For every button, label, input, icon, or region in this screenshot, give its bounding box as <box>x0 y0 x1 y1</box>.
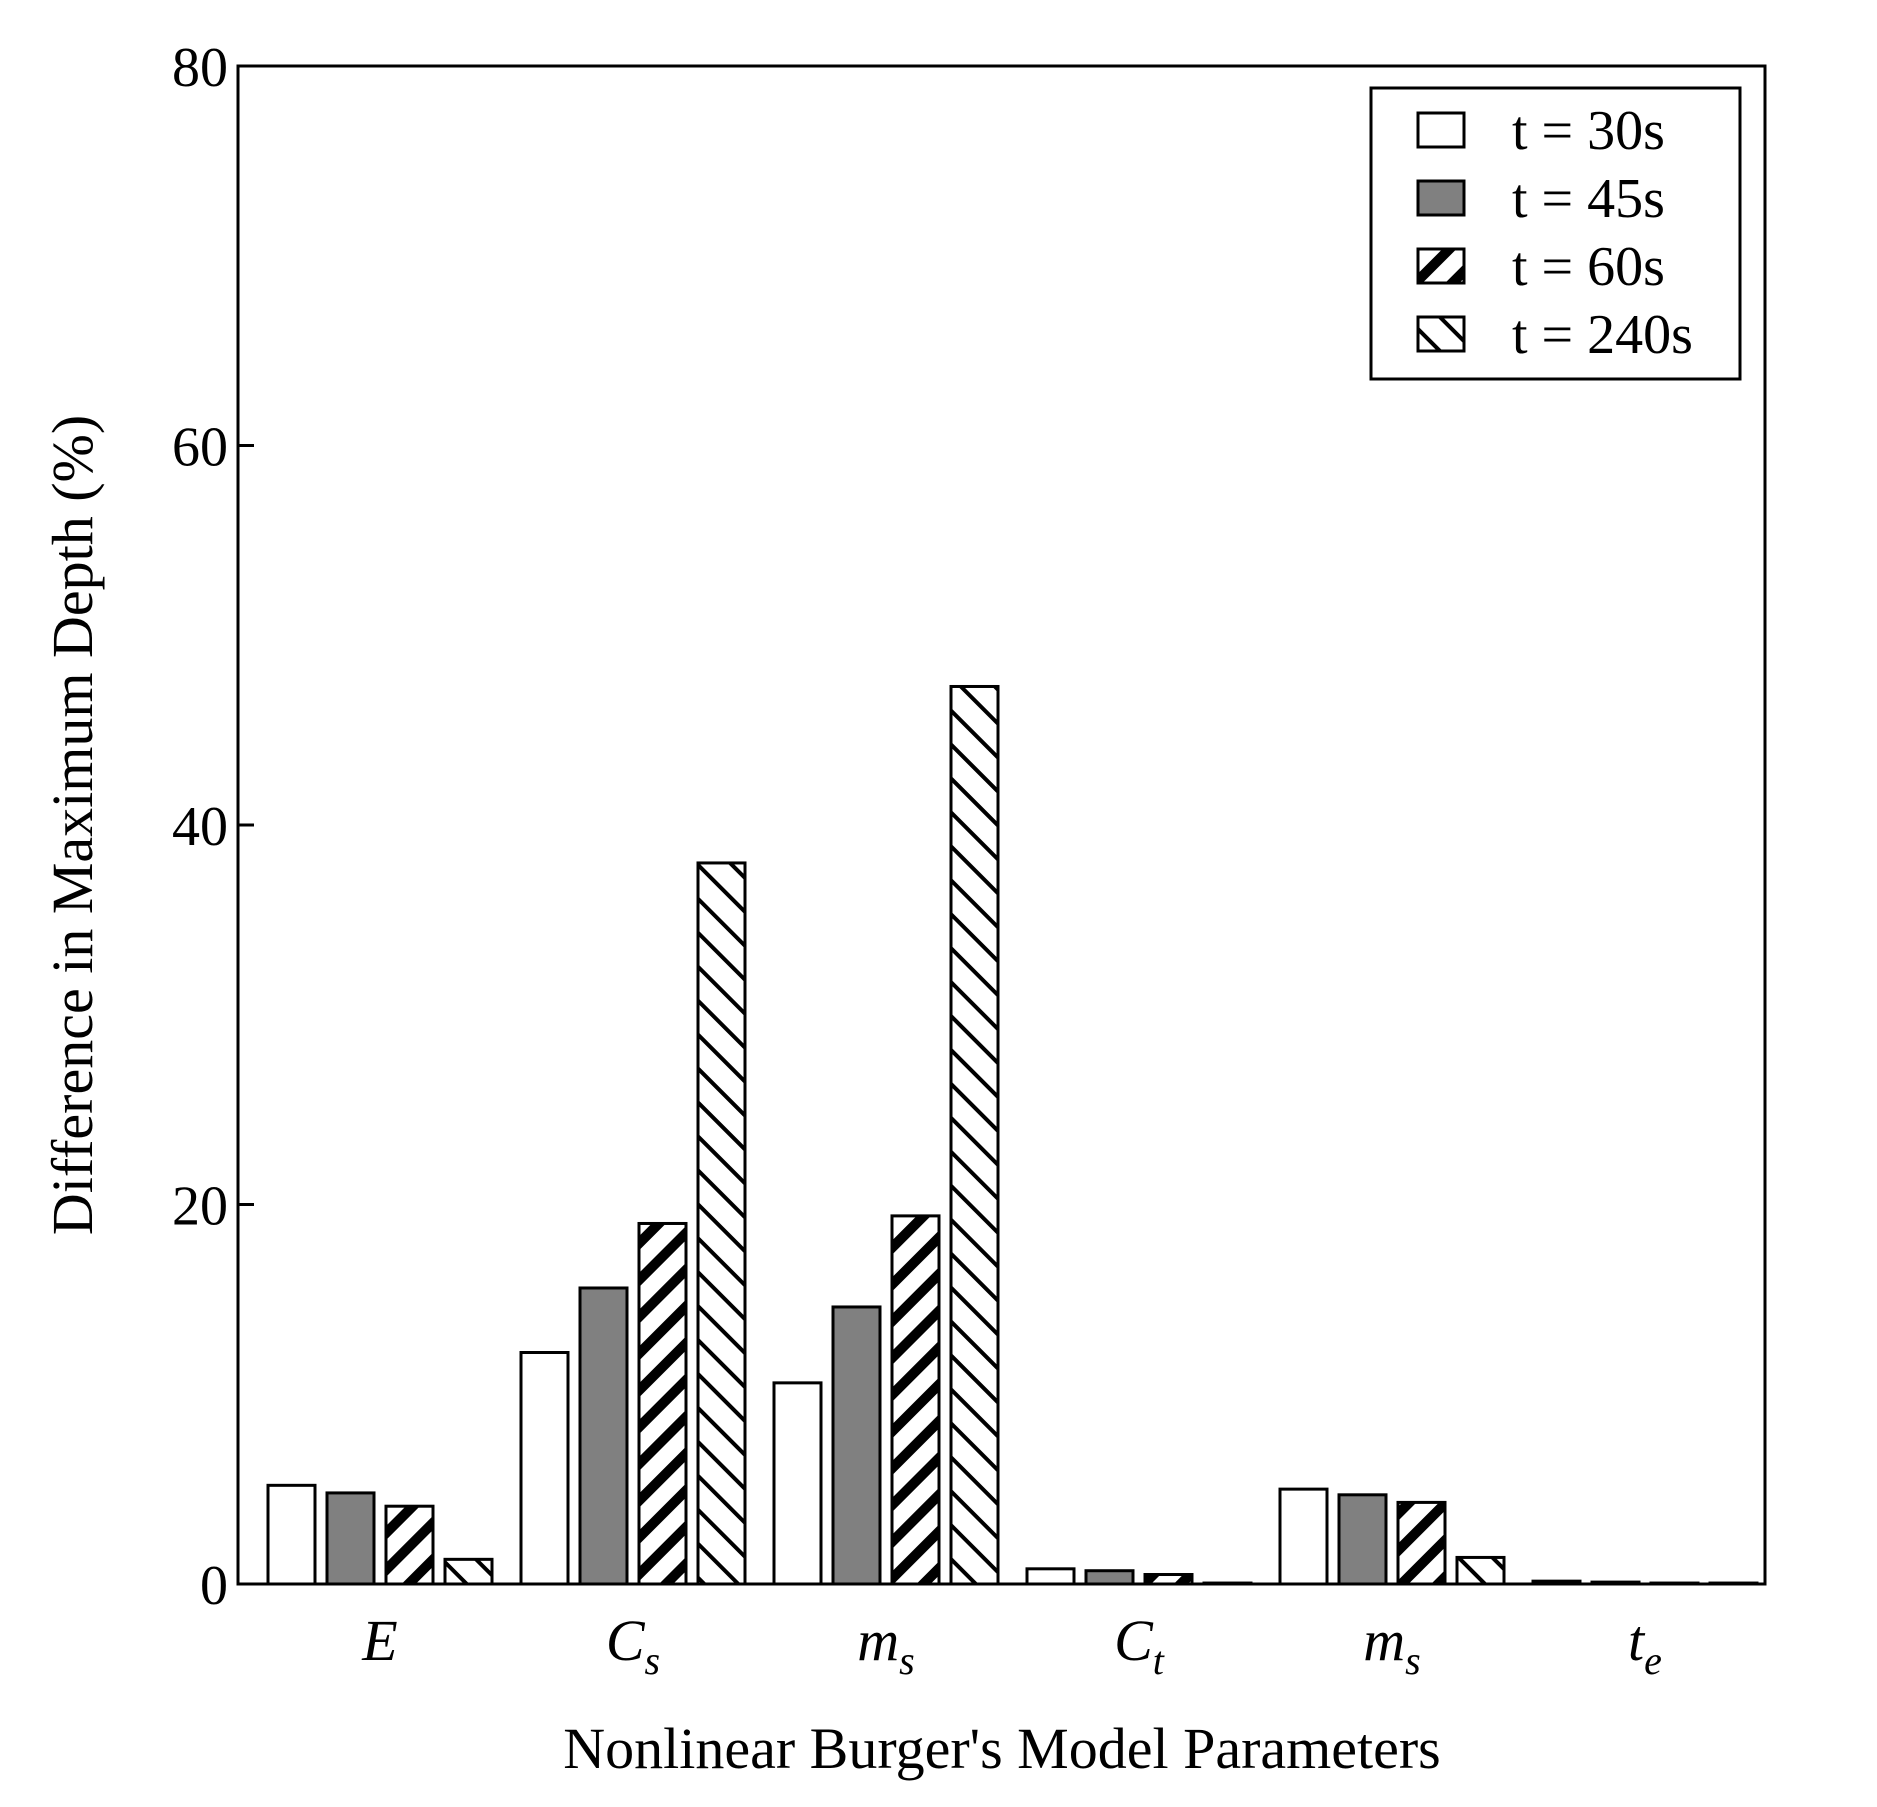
y-tick-label: 80 <box>172 37 228 99</box>
legend-swatch <box>1416 247 1466 285</box>
y-tick-label: 60 <box>172 417 228 479</box>
x-category-label: Ct <box>1114 1608 1165 1683</box>
legend-label: t = 240s <box>1512 304 1693 366</box>
x-category-label: te <box>1628 1608 1662 1683</box>
bar-1-2 <box>519 1351 570 1586</box>
legend-swatch <box>1416 179 1466 217</box>
bar-2-1 <box>325 1491 376 1586</box>
bar-2-2 <box>578 1286 629 1586</box>
x-axis-category-labels: E Cs ms Ct ms te <box>361 1608 1662 1683</box>
bar-1-3 <box>772 1381 823 1586</box>
legend-label: t = 45s <box>1512 168 1665 230</box>
x-category-label: E <box>361 1608 397 1673</box>
x-category-label: ms <box>857 1608 914 1683</box>
y-tick-label: 20 <box>172 1176 228 1238</box>
bar-1-5 <box>1278 1487 1329 1586</box>
bar-4-5 <box>1455 1555 1506 1586</box>
y-tick-label: 0 <box>200 1555 228 1617</box>
bar-1-6 <box>1531 1579 1582 1586</box>
bar-2-3 <box>831 1305 882 1586</box>
legend-label: t = 30s <box>1512 100 1665 162</box>
bar-2-4 <box>1084 1569 1135 1586</box>
bar-3-5 <box>1396 1500 1447 1586</box>
x-axis-title: Nonlinear Burger's Model Parameters <box>563 1716 1441 1781</box>
bar-3-3 <box>890 1214 941 1586</box>
bar-3-6 <box>1649 1581 1700 1586</box>
legend-label: t = 60s <box>1512 236 1665 298</box>
bar-3-2 <box>637 1221 688 1586</box>
y-axis-title: Difference in Maximum Depth (%) <box>40 415 105 1235</box>
bar-4-6 <box>1708 1581 1759 1586</box>
y-axis-ticks: 0 20 40 60 80 <box>172 37 254 1617</box>
legend-swatch <box>1416 111 1466 149</box>
legend-swatch <box>1416 315 1466 353</box>
x-category-label: Cs <box>606 1608 660 1683</box>
bar-1-1 <box>266 1483 317 1586</box>
bar-1-4 <box>1025 1567 1076 1586</box>
bar-3-1 <box>384 1504 435 1586</box>
x-category-label: ms <box>1363 1608 1420 1683</box>
bar-4-2 <box>696 861 747 1586</box>
bar-4-1 <box>443 1557 494 1586</box>
bars <box>266 684 1759 1586</box>
bar-2-6 <box>1590 1580 1641 1586</box>
bar-4-4 <box>1202 1581 1253 1586</box>
bar-4-3 <box>949 684 1000 1586</box>
bar-2-5 <box>1337 1493 1388 1586</box>
bar-3-4 <box>1143 1573 1194 1586</box>
y-tick-label: 40 <box>172 796 228 858</box>
